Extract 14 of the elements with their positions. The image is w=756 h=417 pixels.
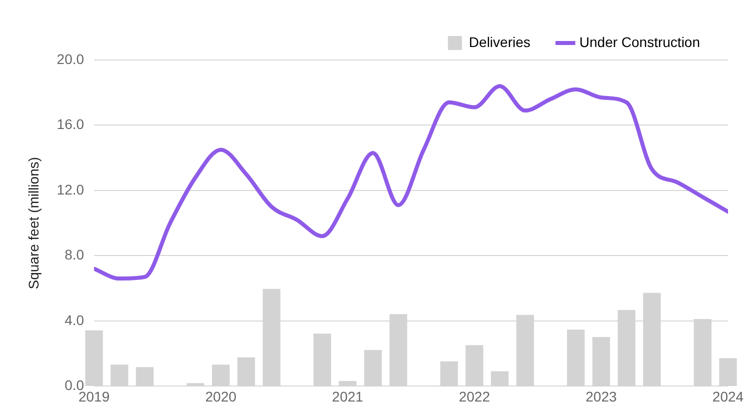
y-axis-title: Square feet (millions)	[25, 156, 42, 290]
x-tick-label: 2022	[458, 388, 490, 404]
line-series	[94, 84, 728, 281]
legend-label: Under Construction	[579, 34, 700, 50]
x-tick-label: 2020	[205, 388, 237, 404]
x-tick-label: 2021	[332, 388, 364, 404]
legend-label: Deliveries	[468, 34, 530, 50]
y-tick-label: 4.0	[64, 312, 84, 328]
x-tick-label: 2024	[712, 388, 744, 404]
y-tick-label: 12.0	[56, 181, 84, 198]
y-tick-label: 16.0	[56, 116, 84, 132]
y-tick-label: 20.0	[56, 50, 84, 67]
x-tick-label: 2023	[586, 388, 617, 404]
y-tick-label: 8.0	[64, 246, 84, 263]
